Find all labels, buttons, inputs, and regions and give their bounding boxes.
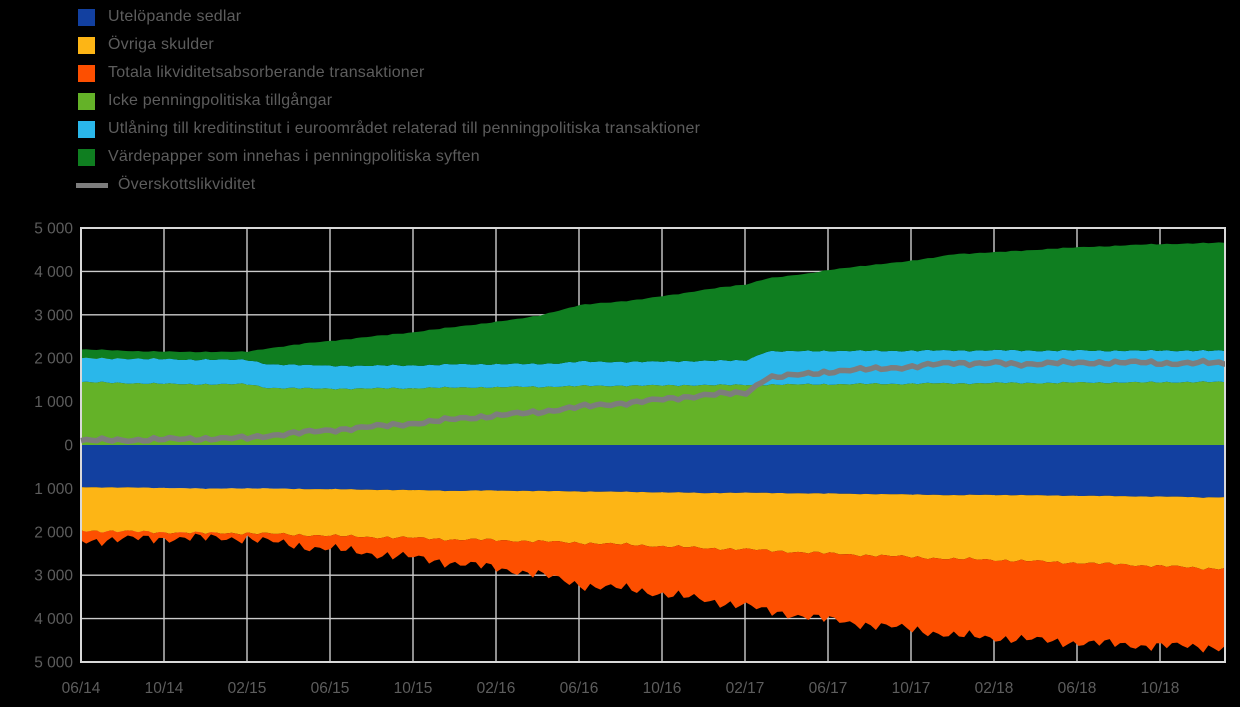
legend-item-label: Icke penningpolitiska tillgångar (108, 92, 333, 109)
area-vardepapper (81, 242, 1225, 367)
y-tick-label: 0 (64, 438, 73, 455)
area-absorb (81, 530, 1225, 653)
x-tick-label: 06/15 (311, 680, 350, 697)
y-tick-label: 3 000 (34, 568, 73, 585)
x-tick-label: 06/14 (62, 680, 101, 697)
area-sedlar (81, 445, 1225, 498)
y-tick-label: 5 000 (34, 221, 73, 238)
legend-item: Värdepapper som innehas i penningpolitis… (78, 143, 700, 171)
y-tick-label: 5 000 (34, 655, 73, 672)
legend-item: Övriga skulder (78, 31, 700, 59)
legend-item-label: Värdepapper som innehas i penningpolitis… (108, 148, 480, 165)
x-tick-label: 02/16 (477, 680, 516, 697)
legend-item-label: Totala likviditetsabsorberande transakti… (108, 64, 425, 81)
x-tick-label: 02/15 (228, 680, 267, 697)
legend-item-label: Överskottslikviditet (118, 176, 256, 193)
legend: Utelöpande sedlar Övriga skulder Totala li… (76, 3, 700, 199)
legend-item: Överskottslikviditet (76, 171, 700, 199)
area-ovriga (81, 487, 1225, 570)
y-tick-label: 1 000 (34, 394, 73, 411)
y-tick-label: 2 000 (34, 351, 73, 368)
legend-item-label: Utlåning till kreditinstitut i euroområd… (108, 120, 701, 137)
plot-border (80, 227, 1226, 663)
y-tick-label: 3 000 (34, 307, 73, 324)
legend-item: Totala likviditetsabsorberande transakti… (78, 59, 700, 87)
x-tick-label: 10/14 (145, 680, 184, 697)
y-tick-label: 4 000 (34, 611, 73, 628)
legend-item: Icke penningpolitiska tillgångar (78, 87, 700, 115)
legend-color-swatch (78, 36, 95, 54)
legend-color-swatch (78, 92, 95, 110)
x-tick-label: 02/18 (975, 680, 1014, 697)
x-tick-label: 10/16 (643, 680, 682, 697)
x-tick-label: 06/17 (809, 680, 848, 697)
x-tick-label: 10/17 (892, 680, 931, 697)
y-tick-label: 2 000 (34, 524, 73, 541)
x-tick-label: 06/18 (1058, 680, 1097, 697)
area-utlaning (81, 349, 1225, 390)
legend-item: Utelöpande sedlar (78, 3, 700, 31)
legend-color-swatch (78, 148, 95, 166)
legend-color-swatch (78, 8, 95, 26)
x-tick-label: 02/17 (726, 680, 765, 697)
legend-color-swatch (78, 64, 95, 82)
legend-item: Utlåning till kreditinstitut i euroområd… (78, 115, 700, 143)
y-tick-label: 4 000 (34, 264, 73, 281)
excess-liquidity-line (80, 357, 1227, 445)
legend-color-swatch (78, 120, 95, 138)
x-tick-label: 06/16 (560, 680, 599, 697)
x-tick-label: 10/15 (394, 680, 433, 697)
x-tick-label: 10/18 (1141, 680, 1180, 697)
legend-line-swatch (76, 182, 108, 188)
legend-item-label: Utelöpande sedlar (108, 8, 242, 25)
legend-item-label: Övriga skulder (108, 36, 214, 53)
y-tick-label: 1 000 (34, 481, 73, 498)
